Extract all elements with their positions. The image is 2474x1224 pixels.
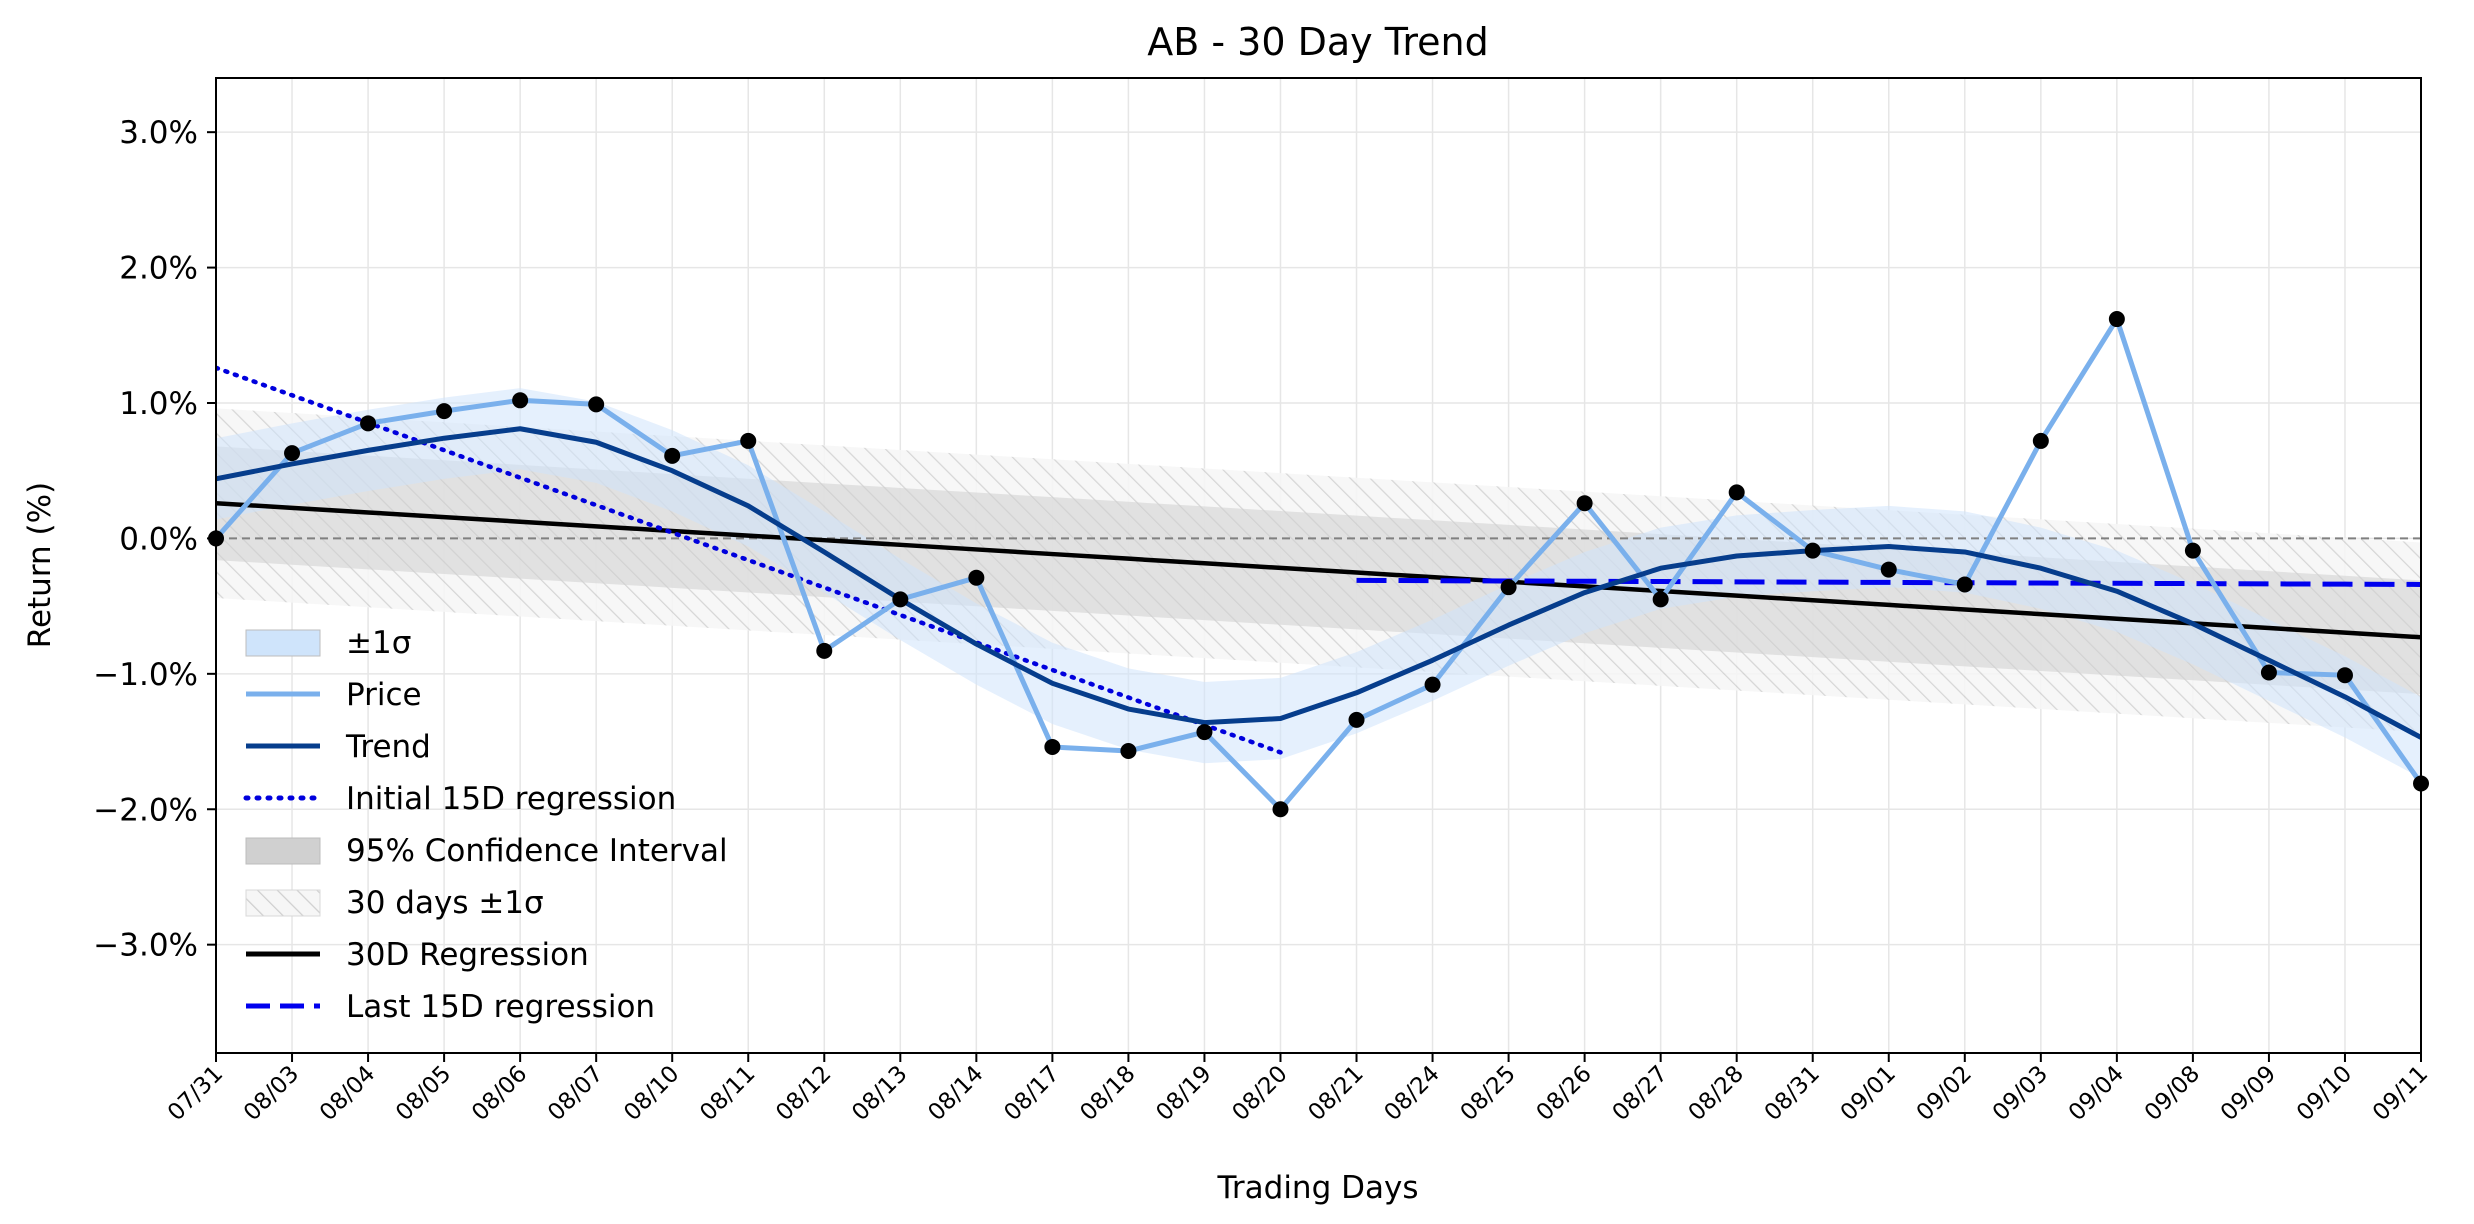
legend-item: 95% Confidence Interval [245,833,728,869]
price-point [968,569,985,586]
legend-label: Price [346,677,422,713]
y-tick-label: −2.0% [93,792,198,828]
price-point [2260,664,2277,681]
legend-label: Last 15D regression [346,989,655,1025]
chart-title: AB - 30 Day Trend [1147,20,1488,64]
price-point [436,403,453,420]
legend-item: 30D Regression [246,937,589,973]
legend-item: Initial 15D regression [243,781,676,817]
price-point [892,591,909,608]
price-point [1576,495,1593,512]
price-point [1348,711,1365,728]
price-point [360,415,377,432]
price-point [1500,579,1517,596]
band-sigma [216,388,2421,779]
series-lines [216,316,2421,812]
price-point [1424,676,1441,693]
legend-label: ±1σ [346,625,411,661]
y-tick-label: −3.0% [93,928,198,964]
price-point [2184,542,2201,559]
price-point [1196,724,1213,741]
price-point [2032,432,2049,449]
y-tick-label: −1.0% [93,657,198,693]
price-point [1956,576,1973,593]
series-line-price [216,316,2421,812]
series-line-initial-15d-regression [216,365,1283,755]
y-tick-label: 1.0% [119,386,198,422]
price-point [816,642,833,659]
price-point [588,396,605,413]
legend: ±1σ Price Trend Initial 15D regression 95% C… [243,625,728,1025]
price-point [1120,743,1137,760]
y-tick-label: 0.0% [119,521,198,557]
price-point [2108,311,2125,328]
legend-item: Last 15D regression [246,989,655,1025]
price-point [1044,738,1061,755]
y-tick-label: 2.0% [119,251,198,287]
legend-swatch [245,889,321,917]
price-point [512,392,529,409]
series-line-30d-regression [216,500,2421,640]
legend-label: 95% Confidence Interval [346,833,728,869]
price-point [664,447,681,464]
legend-item: Trend [246,729,431,765]
legend-item: ±1σ [245,625,411,661]
y-axis: −3.0% −2.0% −1.0% 0.0% 1.0% 2.0% 3.0% [93,115,216,964]
series-line-last-15d-regression [1356,577,2421,587]
legend-label: 30D Regression [346,937,589,973]
price-point [1804,542,1821,559]
price-points [208,311,2429,818]
price-point [2336,667,2353,684]
price-point [1728,484,1745,501]
price-point [1652,591,1669,608]
price-point [284,445,301,462]
legend-swatch [245,837,321,865]
plot-frame [215,77,2422,1054]
y-axis-label: Return (%) [22,482,58,648]
legend-label: Initial 15D regression [346,781,676,817]
y-tick-label: 3.0% [119,115,198,151]
legend-item: Price [246,677,422,713]
legend-label: 30 days ±1σ [346,885,544,921]
price-point [740,432,757,449]
series-line-trend [216,426,2421,740]
legend-item: 30 days ±1σ [245,885,544,921]
x-axis-label: Trading Days [1217,1170,1419,1206]
legend-label: Trend [345,729,431,765]
legend-swatch [245,629,321,657]
price-point [1880,561,1897,578]
price-point [1272,801,1289,818]
